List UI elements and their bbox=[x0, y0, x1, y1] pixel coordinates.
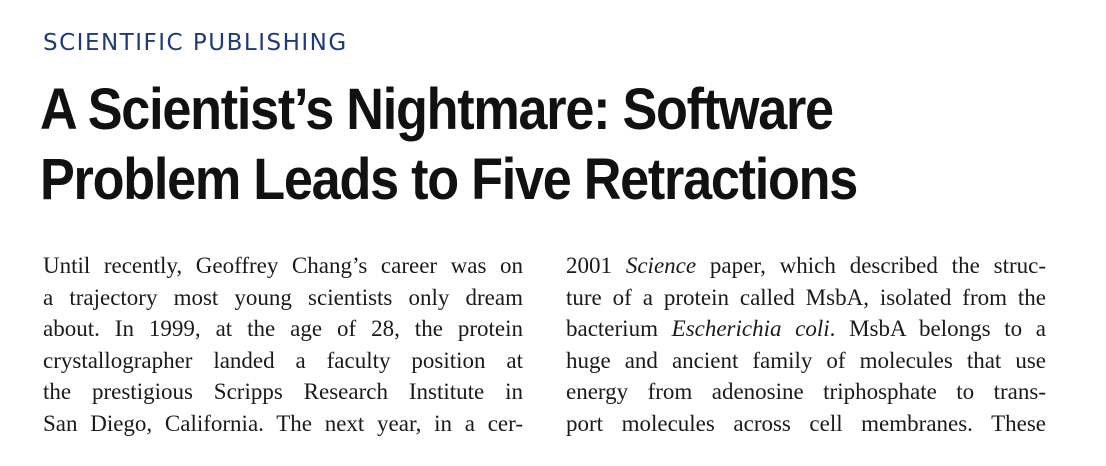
headline-line-2: Problem Leads to Five Retractions bbox=[40, 147, 858, 212]
body-column-right: 2001 Science paper, which described the … bbox=[566, 250, 1066, 439]
section-label: SCIENTIFIC PUBLISHING bbox=[43, 30, 348, 56]
body-line: ture of a protein called MsbA, isolated … bbox=[566, 284, 1046, 310]
body-line: Until recently, Geoffrey Chang’s career … bbox=[43, 253, 523, 278]
headline-line-1: A Scientist’s Nightmare: Software bbox=[40, 77, 834, 142]
body-line: port molecules across cell membranes. Th… bbox=[566, 410, 1046, 436]
body-line: a trajectory most young scientists only … bbox=[43, 284, 523, 310]
journal-name-italic: Science bbox=[625, 253, 697, 278]
text-run: 2001 bbox=[566, 253, 626, 278]
text-run: bacterium bbox=[566, 316, 672, 341]
body-column-left: Until recently, Geoffrey Chang’s career … bbox=[43, 250, 543, 439]
body-line: energy from adenosine triphosphate to tr… bbox=[566, 379, 1046, 404]
text-run: paper, which described the struc- bbox=[696, 253, 1046, 278]
headline: A Scientist’s Nightmare: Software Proble… bbox=[40, 75, 976, 215]
text-run: . MsbA belongs to a bbox=[829, 316, 1046, 341]
species-name-italic: Escherichia coli bbox=[671, 316, 830, 341]
body-line: the prestigious Scripps Research Institu… bbox=[43, 379, 523, 404]
body-line: about. In 1999, at the age of 28, the pr… bbox=[43, 316, 523, 341]
body-line: crystallographer landed a faculty positi… bbox=[43, 347, 523, 373]
body-line: bacterium Escherichia coli. MsbA belongs… bbox=[566, 313, 1046, 345]
body-line: huge and ancient family of molecules tha… bbox=[566, 347, 1046, 373]
body-line: 2001 Science paper, which described the … bbox=[566, 250, 1046, 282]
body-line: San Diego, California. The next year, in… bbox=[43, 410, 523, 436]
